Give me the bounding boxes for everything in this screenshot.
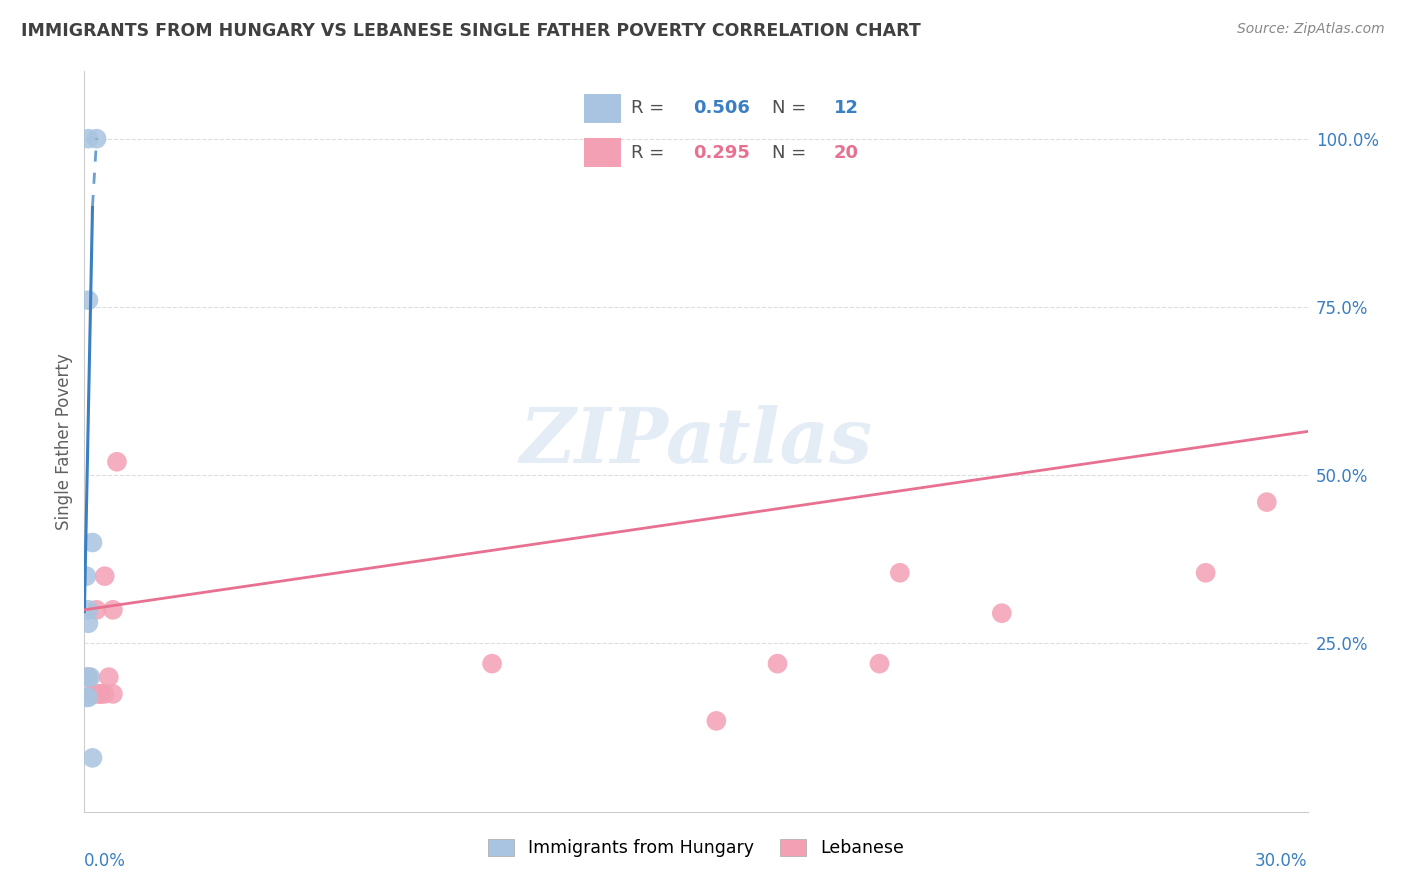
Point <box>90 687 112 701</box>
Text: ZIPatlas: ZIPatlas <box>519 405 873 478</box>
Text: 30.0%: 30.0% <box>1256 853 1308 871</box>
Point <box>82 687 104 701</box>
Point <box>77 131 100 145</box>
Point <box>77 616 100 631</box>
Point <box>77 690 100 705</box>
Point <box>93 687 115 701</box>
Point <box>82 751 104 765</box>
Point <box>1256 495 1278 509</box>
Point <box>82 535 104 549</box>
Point <box>77 293 100 308</box>
Point <box>90 687 112 701</box>
Point <box>75 670 97 684</box>
Point <box>101 687 124 701</box>
Point <box>105 455 128 469</box>
Text: 0.0%: 0.0% <box>84 853 127 871</box>
Point <box>93 569 115 583</box>
Point <box>79 670 101 684</box>
Point <box>97 670 120 684</box>
Text: IMMIGRANTS FROM HUNGARY VS LEBANESE SINGLE FATHER POVERTY CORRELATION CHART: IMMIGRANTS FROM HUNGARY VS LEBANESE SING… <box>21 22 921 40</box>
Point <box>706 714 728 728</box>
Point <box>86 603 108 617</box>
Point <box>86 687 108 701</box>
Point <box>481 657 503 671</box>
Point <box>1195 566 1218 580</box>
Y-axis label: Single Father Poverty: Single Father Poverty <box>55 353 73 530</box>
Point <box>766 657 789 671</box>
Point <box>101 603 124 617</box>
Point <box>75 569 97 583</box>
Point <box>75 690 97 705</box>
Point <box>889 566 911 580</box>
Legend: Immigrants from Hungary, Lebanese: Immigrants from Hungary, Lebanese <box>479 830 912 866</box>
Point <box>77 670 100 684</box>
Point <box>991 606 1014 620</box>
Text: Source: ZipAtlas.com: Source: ZipAtlas.com <box>1237 22 1385 37</box>
Point <box>869 657 891 671</box>
Point <box>86 131 108 145</box>
Point <box>77 603 100 617</box>
